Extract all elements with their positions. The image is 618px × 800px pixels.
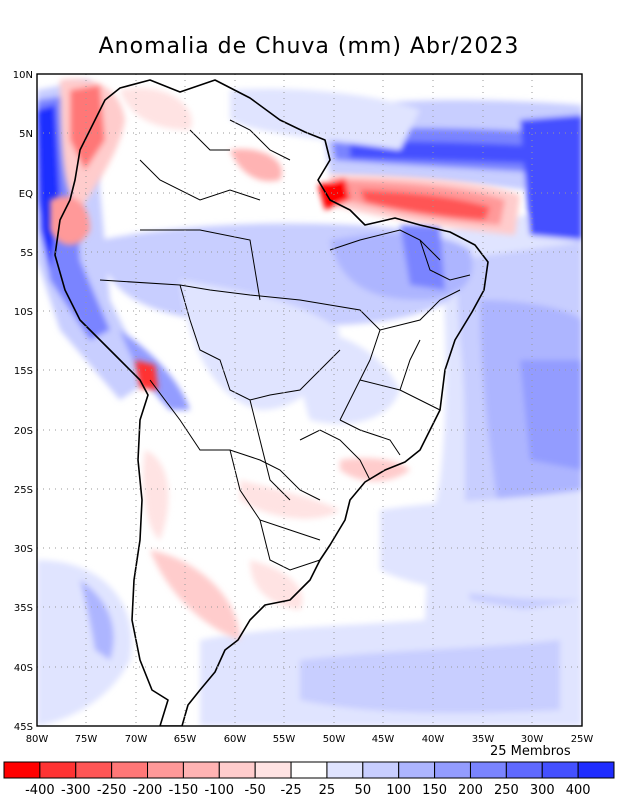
map-title: Anomalia de Chuva (mm) Abr/2023 [98, 34, 520, 59]
colorbar-bin [75, 761, 113, 779]
lat-label: 25S [14, 485, 33, 496]
colorbar-bin [326, 761, 364, 779]
colorbar-bin [3, 761, 41, 779]
colorbar-bin [434, 761, 471, 779]
colorbar-bin [39, 761, 77, 779]
colorbar-ticks: -400 -300 -250 -200 -150 -100 -50 -25 25 50 100 150… [25, 783, 590, 798]
ensemble-members-label: 25 Membros [490, 744, 571, 759]
lon-label: 40W [422, 734, 445, 745]
lat-label: 5N [19, 129, 33, 140]
lat-label: 15S [14, 366, 33, 377]
colorbar-bin [290, 761, 328, 779]
south-america-coastline [54, 79, 489, 726]
colorbar-bin [398, 761, 436, 779]
lon-label: 65W [174, 734, 197, 745]
colorbar-bin [362, 761, 400, 779]
lat-label: 35S [14, 603, 33, 614]
colorbar-tick-label: -300 [61, 783, 91, 798]
lon-label: 25W [571, 734, 594, 745]
colorbar-tick-label: 250 [494, 783, 519, 798]
colorbar-tick-label: 300 [530, 783, 555, 798]
lon-label: 50W [323, 734, 346, 745]
lon-label: 60W [224, 734, 247, 745]
colorbar-bin [218, 761, 256, 779]
lon-label: 55W [273, 734, 296, 745]
colorbar-tick-label: 150 [422, 783, 447, 798]
colorbar-tick-label: 25 [319, 783, 336, 798]
colorbar-tick-label: -400 [25, 783, 55, 798]
positive-anomaly-areas [37, 80, 582, 726]
lat-label: 40S [14, 663, 33, 674]
lon-label: 75W [75, 734, 98, 745]
colorbar-tick-label: 200 [458, 783, 483, 798]
map-frame [36, 73, 583, 727]
colorbar-bin [111, 761, 149, 779]
longitude-axis: 80W 75W 70W 65W 60W 55W 50W 45W 40W 35W … [26, 734, 594, 745]
lat-label: 30S [14, 544, 33, 555]
latitude-axis: 10N 5N EQ 5S 10S 15S 20S 25S 30S 35S 40S… [13, 70, 33, 733]
colorbar-bin [147, 761, 184, 779]
colorbar-tick-label: -150 [169, 783, 199, 798]
colorbar-tick-label: -50 [245, 783, 266, 798]
colorbar-bin [254, 761, 292, 779]
colorbar-bin [541, 761, 579, 779]
colorbar-tick-label: -250 [97, 783, 127, 798]
lon-label: 80W [26, 734, 49, 745]
lat-label: 5S [20, 248, 33, 259]
colorbar-tick-label: -25 [280, 783, 301, 798]
lon-label: 35W [472, 734, 495, 745]
colorbar-tick-label: -200 [133, 783, 163, 798]
lat-label: 20S [14, 426, 33, 437]
colorbar-tick-label: 100 [386, 783, 411, 798]
colorbar-bin [577, 761, 615, 779]
colorbar-bin [182, 761, 220, 779]
colorbar-bins [3, 761, 615, 779]
colorbar-bin [469, 761, 507, 779]
lon-label: 70W [125, 734, 148, 745]
lat-label: 45S [14, 722, 33, 733]
colorbar-tick-label: 50 [355, 783, 372, 798]
lon-label: 30W [521, 734, 544, 745]
colorbar-tick-label: -100 [205, 783, 235, 798]
lat-label: EQ [19, 189, 33, 200]
gridlines [37, 74, 582, 726]
lat-label: 10S [14, 307, 33, 318]
colorbar-tick-label: 400 [566, 783, 591, 798]
lat-label: 10N [13, 70, 33, 81]
anomaly-field [37, 74, 582, 726]
colorbar-bin [505, 761, 543, 779]
lon-label: 45W [372, 734, 395, 745]
political-borders [99, 119, 471, 571]
